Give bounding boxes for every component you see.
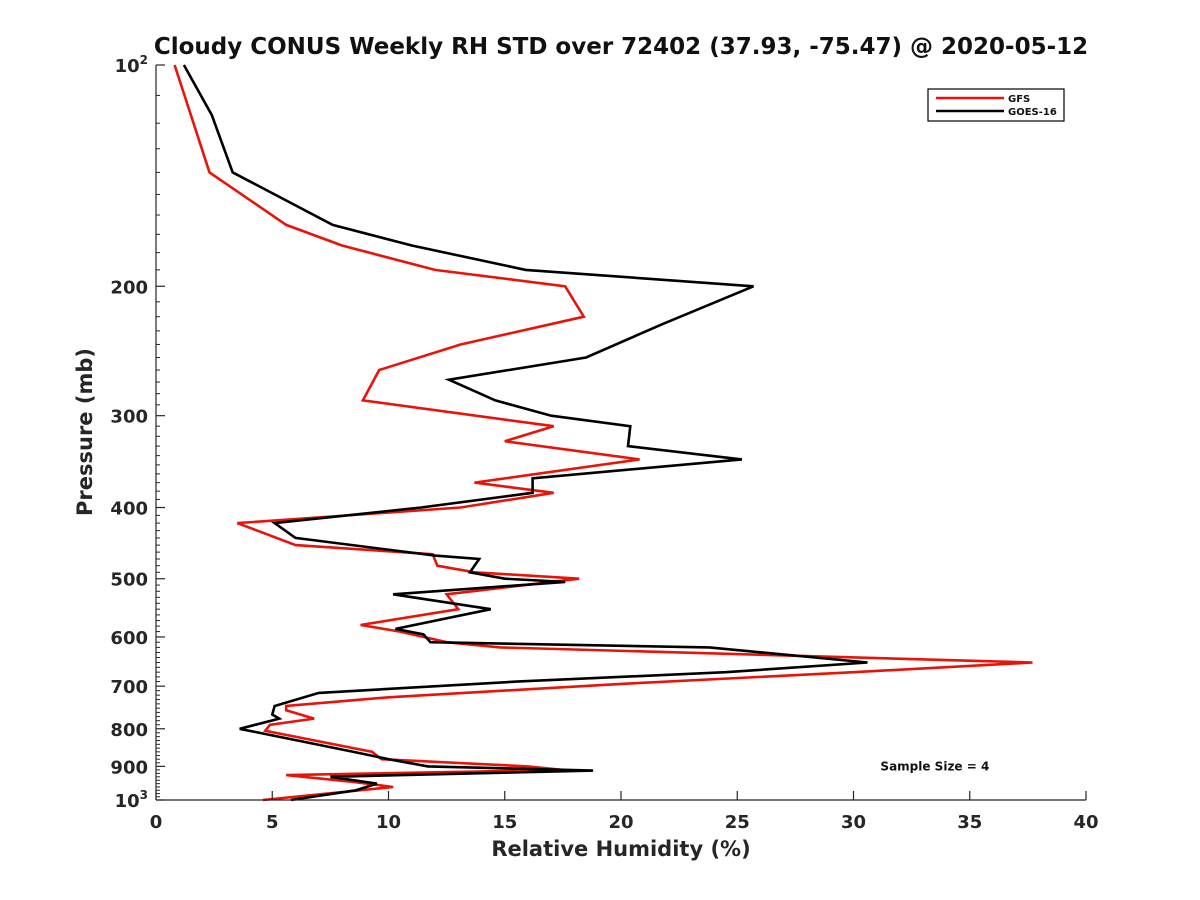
- plot-background: [156, 65, 1086, 800]
- x-tick-label: 30: [841, 812, 866, 833]
- x-tick-label: 15: [492, 812, 517, 833]
- axes-layer: 0 5 10 15 20 25 30 35 40 102 200 300 400 500 600 700 800…: [110, 53, 1098, 833]
- y-tick-label: 103: [115, 788, 148, 812]
- legend-label: GFS: [1008, 94, 1030, 105]
- y-axis-label: Pressure (mb): [73, 348, 97, 516]
- y-tick-label: 400: [110, 499, 148, 520]
- x-axis-label: Relative Humidity (%): [491, 837, 750, 861]
- x-tick-label: 25: [725, 812, 750, 833]
- x-tick-label: 10: [376, 812, 401, 833]
- x-tick-label: 35: [957, 812, 982, 833]
- sample-size-annotation: Sample Size = 4: [880, 759, 989, 773]
- x-tick-label: 20: [608, 812, 633, 833]
- x-tick-label: 0: [150, 812, 163, 833]
- plot-area: [156, 65, 1086, 800]
- legend-box: [927, 88, 1065, 122]
- y-tick-label: 600: [110, 628, 148, 649]
- y-tick-label: 700: [110, 677, 148, 698]
- y-tick-label: 300: [110, 407, 148, 428]
- legend-label: GOES-16: [1008, 107, 1057, 118]
- y-tick-label: 102: [115, 53, 148, 77]
- series-layer: [173, 64, 1033, 802]
- legend: GFS GOES-16: [927, 88, 1065, 122]
- x-tick-label: 5: [266, 812, 279, 833]
- chart-title: Cloudy CONUS Weekly RH STD over 72402 (3…: [154, 34, 1088, 60]
- y-tick-label: 500: [110, 570, 148, 591]
- x-tick-label: 40: [1073, 812, 1098, 833]
- series-line-goes-16: [182, 64, 868, 802]
- y-tick-label: 200: [110, 277, 148, 298]
- y-tick-label: 900: [110, 757, 148, 778]
- y-tick-label: 800: [110, 720, 148, 741]
